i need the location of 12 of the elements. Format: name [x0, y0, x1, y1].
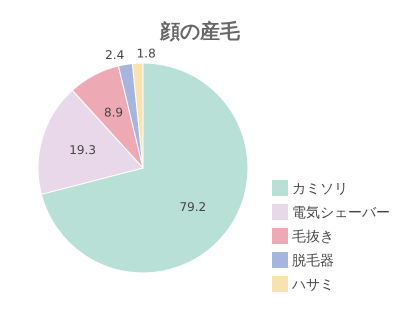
legend-label: ハサミ	[291, 277, 334, 293]
legend-label: 毛抜き	[292, 229, 334, 245]
data-label: 8.9	[104, 106, 124, 120]
data-label: 1.8	[136, 46, 156, 60]
legend-label: 脱毛器	[292, 253, 334, 269]
pie-slice	[40, 62, 248, 274]
data-label: 79.2	[179, 200, 206, 214]
legend-label: カミソリ	[292, 181, 348, 197]
data-label: 19.3	[69, 143, 96, 158]
legend-label: 電気シェーバー	[292, 205, 390, 221]
data-label: 2.4	[105, 48, 124, 62]
chart-title: 顔の産毛	[159, 19, 241, 43]
